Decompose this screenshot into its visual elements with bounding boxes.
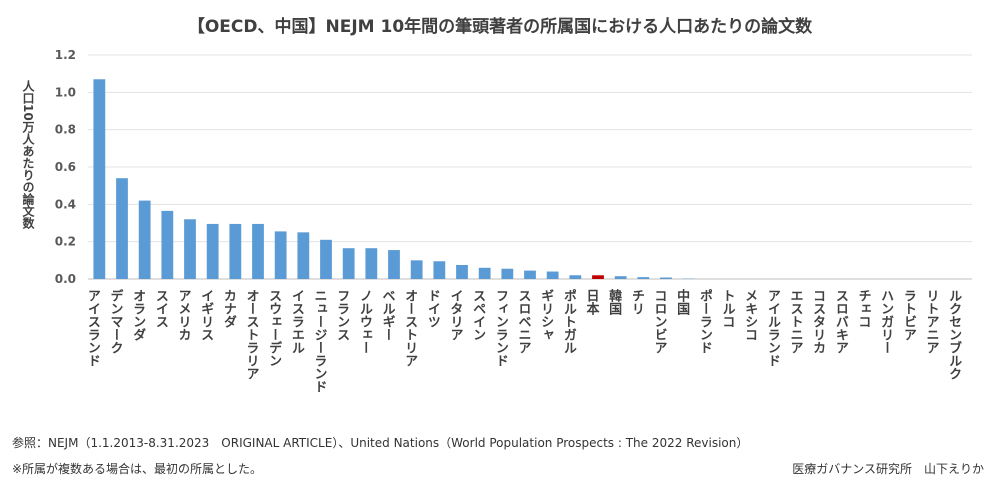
bar [433, 261, 446, 279]
x-tick-label: イギリス [198, 289, 214, 341]
y-axis-label-container: 人口10万人あたりの論文数 [20, 80, 40, 280]
reference-note: 参照：NEJM（1.1.2013-8.31.2023 ORIGINAL ARTI… [12, 436, 749, 450]
x-tick-label: 韓国 [606, 288, 622, 316]
bar [206, 223, 219, 279]
bar [252, 223, 264, 279]
y-tick-label: 0.2 [55, 235, 76, 249]
bar [274, 231, 287, 279]
x-tick-label: デンマーク [108, 288, 124, 354]
bar [456, 265, 468, 279]
bar [365, 248, 378, 279]
bar [614, 276, 627, 279]
bar [184, 219, 196, 279]
x-tick-label: ポルトガル [561, 288, 577, 354]
chart-title: 【OECD、中国】NEJM 10年間の筆頭著者の所属国における人口あたりの論文数 [187, 17, 813, 37]
x-tick-label: スペイン [470, 289, 486, 341]
bar [320, 239, 332, 279]
y-tick-label: 1.0 [55, 85, 76, 99]
x-tick-label: ニュージーランド [312, 289, 328, 393]
bar [297, 232, 310, 279]
bar [116, 178, 128, 279]
x-tick-label: コロンビア [652, 289, 667, 354]
x-tick-label: コスタリカ [810, 289, 826, 354]
affiliation-note: ※所属が複数ある場合は、最初の所属とした。 [12, 462, 263, 476]
y-tick-label: 0.6 [55, 160, 76, 174]
y-tick-label: 1.2 [55, 48, 76, 62]
x-tick-label: カナダ [221, 289, 237, 328]
bar [229, 223, 242, 279]
x-tick-label: 中国 [674, 288, 690, 316]
x-tick-label: ドイツ [425, 289, 441, 328]
x-tick-label: ベルギー [380, 289, 396, 341]
x-tick-label: ノルウェー [357, 289, 373, 354]
bar [93, 79, 106, 280]
y-tick-label: 0.8 [55, 123, 76, 137]
x-tick-label: リトアニア [924, 289, 939, 354]
x-tick-label: アメリカ [176, 289, 191, 341]
x-tick-label: スイス [153, 289, 169, 328]
bar [161, 210, 174, 279]
x-tick-label: ラトビア [901, 289, 916, 341]
x-tick-label: オーストリア [402, 289, 418, 367]
x-tick-label: トルコ [720, 289, 736, 328]
bar [524, 270, 536, 279]
x-tick-label: フランス [334, 289, 349, 341]
x-tick-label: イスラエル [289, 289, 305, 354]
x-tick-label: 日本 [584, 289, 600, 316]
bar [637, 277, 650, 279]
x-tick-label: スロベニア [516, 289, 532, 354]
bar [660, 277, 672, 279]
x-tick-label: メキシコ [742, 289, 757, 341]
y-axis-label: 人口10万人あたりの論文数 [21, 80, 35, 229]
x-tick-label: アイスランド [85, 289, 101, 367]
bar [569, 275, 582, 279]
x-tick-label: ハンガリー [878, 289, 894, 354]
y-tick-label: 0.4 [55, 197, 76, 211]
bar [342, 248, 355, 279]
bar [501, 268, 514, 279]
x-tick-label: スロバキア [833, 289, 849, 354]
bar-chart: 0.00.20.40.60.81.01.2アイスランド デンマーク オランダ スイスア… [55, 48, 972, 393]
bar [478, 267, 491, 279]
bar [138, 200, 151, 279]
x-tick-label: ギリシャ [538, 289, 553, 341]
x-tick-label: チェコ [856, 289, 871, 328]
bar [546, 271, 559, 279]
x-tick-label: イタリア [448, 289, 464, 341]
x-tick-label: チリ [629, 289, 644, 315]
x-tick-label: オランダ [130, 289, 146, 341]
x-tick-label: エストニア [788, 289, 804, 354]
credit-text: 医療ガバナンス研究所 山下えりか [792, 462, 984, 476]
y-tick-label: 0.0 [55, 272, 76, 286]
bar [388, 250, 400, 279]
x-tick-label: ルクセンブルク [946, 289, 962, 380]
x-tick-label: ポーランド [697, 288, 713, 354]
bar [592, 275, 604, 279]
x-tick-label: アイルランド [765, 289, 781, 367]
bar [410, 260, 423, 279]
x-tick-label: スウェーデン [266, 289, 281, 367]
x-tick-label: フィンランド [493, 289, 508, 367]
x-tick-label: オーストラリア [244, 289, 260, 380]
